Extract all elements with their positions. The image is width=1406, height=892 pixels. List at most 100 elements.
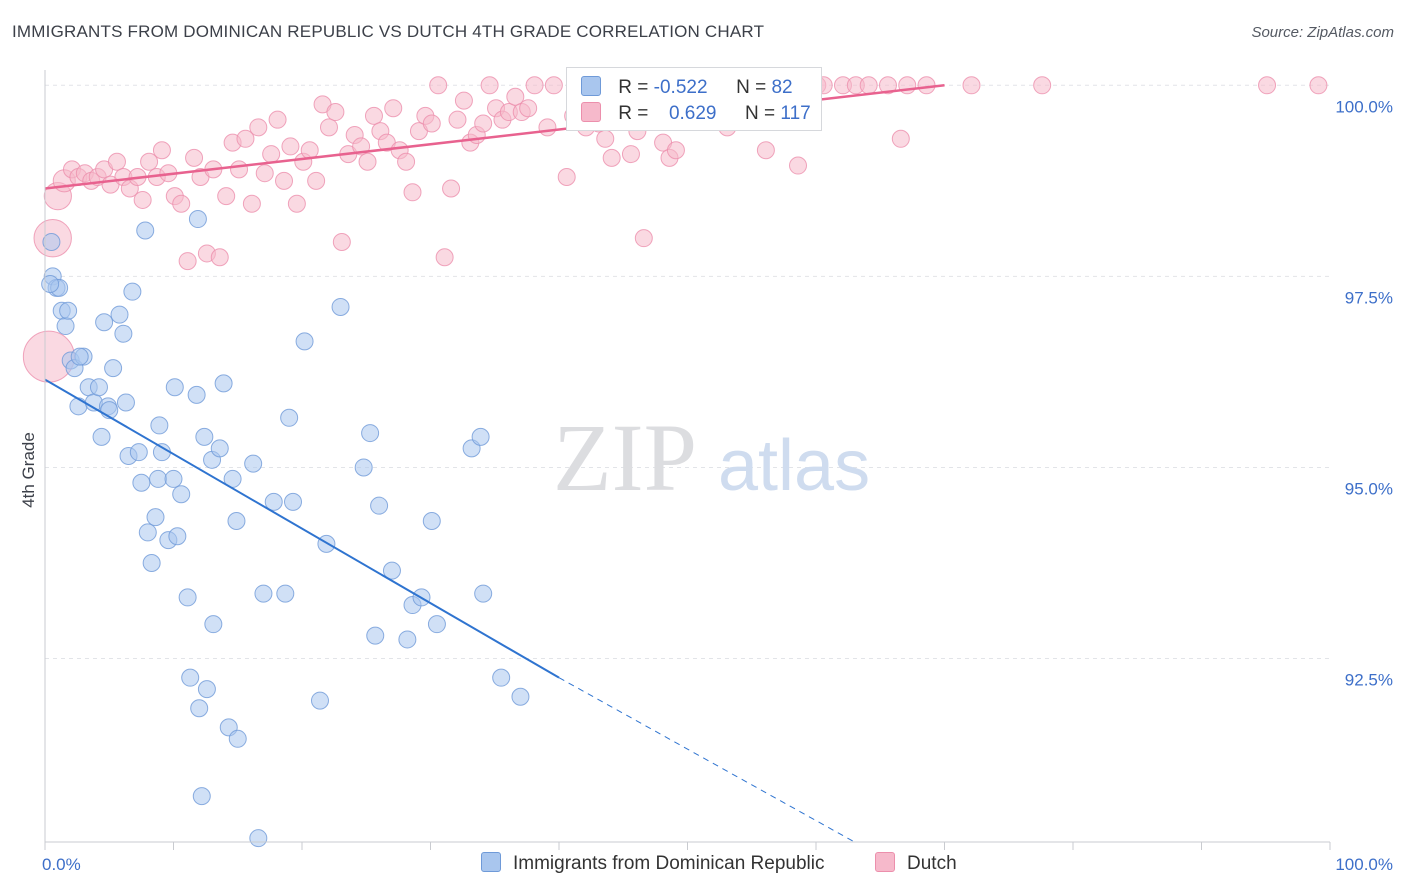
dominican-point <box>210 439 229 458</box>
legend-n-label: N = <box>736 77 772 98</box>
series-legend-dutch[interactable]: Dutch <box>875 852 957 875</box>
dominican-point <box>295 332 314 351</box>
dominican-point <box>227 511 246 530</box>
dominican-point <box>164 469 183 488</box>
dominican-point <box>427 615 446 634</box>
dominican-point <box>511 687 530 706</box>
dominican-point <box>138 523 157 542</box>
dominican-point <box>331 297 350 316</box>
dutch-point <box>268 110 287 129</box>
dominican-point <box>114 324 133 343</box>
dutch-point <box>255 164 274 183</box>
dominican-trend-extension <box>558 677 855 843</box>
dutch-point <box>422 114 441 133</box>
x-tick-label: 0.0% <box>42 855 81 874</box>
dominican-point <box>249 829 268 848</box>
dominican-point <box>104 359 123 378</box>
dominican-point <box>361 424 380 443</box>
dominican-point <box>42 232 61 251</box>
dominican-point <box>146 508 165 527</box>
dutch-point <box>133 190 152 209</box>
dominican-point <box>366 626 385 645</box>
dutch-point <box>236 129 255 148</box>
dominican-point <box>474 584 493 603</box>
dutch-point <box>332 232 351 251</box>
dutch-point <box>756 141 775 160</box>
dominican-point <box>92 427 111 446</box>
dominican-point <box>136 221 155 240</box>
dominican-point <box>280 408 299 427</box>
dutch-point <box>621 145 640 164</box>
dominican-point <box>150 416 169 435</box>
dutch-point <box>364 106 383 125</box>
dutch-point <box>358 152 377 171</box>
x-tick-label: 100.0% <box>1335 855 1393 874</box>
dutch-point <box>538 118 557 137</box>
dutch-point <box>442 179 461 198</box>
dutch-point <box>287 194 306 213</box>
dutch-point <box>448 110 467 129</box>
dutch-point <box>789 156 808 175</box>
dutch-point <box>429 76 448 95</box>
dutch-point <box>1033 76 1052 95</box>
dutch-point <box>249 118 268 137</box>
dominican-point <box>132 473 151 492</box>
series-legend-dominican[interactable]: Immigrants from Dominican Republic <box>481 852 825 875</box>
dominican-point <box>254 584 273 603</box>
dominican-point <box>214 374 233 393</box>
y-tick-label: 92.5% <box>1345 671 1393 690</box>
legend-r-label: R = <box>618 103 654 124</box>
dutch-point <box>519 99 538 118</box>
dominican-point <box>129 443 148 462</box>
dominican-point <box>398 630 417 649</box>
dutch-point <box>152 141 171 160</box>
dutch-point <box>525 76 544 95</box>
dominican-point <box>69 397 88 416</box>
series-swatch-dominican <box>481 852 501 872</box>
dominican-point <box>192 787 211 806</box>
dominican-point <box>149 469 168 488</box>
y-tick-label: 97.5% <box>1345 288 1393 307</box>
dutch-point <box>891 129 910 148</box>
dutch-point <box>506 87 525 106</box>
dominican-point <box>168 527 187 546</box>
series-label-dominican: Immigrants from Dominican Republic <box>513 853 825 874</box>
y-axis-label: 4th Grade <box>19 432 38 508</box>
legend-r-label: R = <box>618 77 654 98</box>
dominican-point <box>190 699 209 718</box>
dominican-point <box>382 561 401 580</box>
legend-n-label: N = <box>745 103 781 124</box>
dominican-point <box>370 496 389 515</box>
dutch-point <box>435 248 454 267</box>
legend-r-value: -0.522 <box>653 77 708 98</box>
dutch-point <box>307 171 326 190</box>
dominican-point <box>116 393 135 412</box>
dutch-point <box>281 137 300 156</box>
dutch-point <box>326 103 345 122</box>
dominican-point <box>354 458 373 477</box>
correlation-legend: R = -0.522 N = 82 R = 0.629 N = 117 <box>566 67 822 131</box>
dominican-point <box>264 492 283 511</box>
watermark-atlas: atlas <box>718 426 870 506</box>
dutch-point <box>454 91 473 110</box>
legend-n-value: 117 <box>780 103 811 124</box>
source-label: Source: ZipAtlas.com <box>1251 24 1394 41</box>
dutch-point <box>962 76 981 95</box>
dominican-point <box>204 615 223 634</box>
legend-row-blue: R = -0.522 N = 82 <box>581 76 793 98</box>
dutch-point <box>634 229 653 248</box>
series-swatch-dutch <box>875 852 895 872</box>
dominican-point <box>41 275 60 294</box>
dutch-point <box>1258 76 1277 95</box>
dominican-point <box>181 668 200 687</box>
dutch-point <box>230 160 249 179</box>
dutch-point <box>596 129 615 148</box>
dutch-point <box>666 141 685 160</box>
dominican-point <box>276 584 295 603</box>
dominican-point <box>228 729 247 748</box>
dominican-point <box>197 680 216 699</box>
dominican-point <box>492 668 511 687</box>
dutch-point <box>557 168 576 187</box>
dutch-point <box>262 145 281 164</box>
